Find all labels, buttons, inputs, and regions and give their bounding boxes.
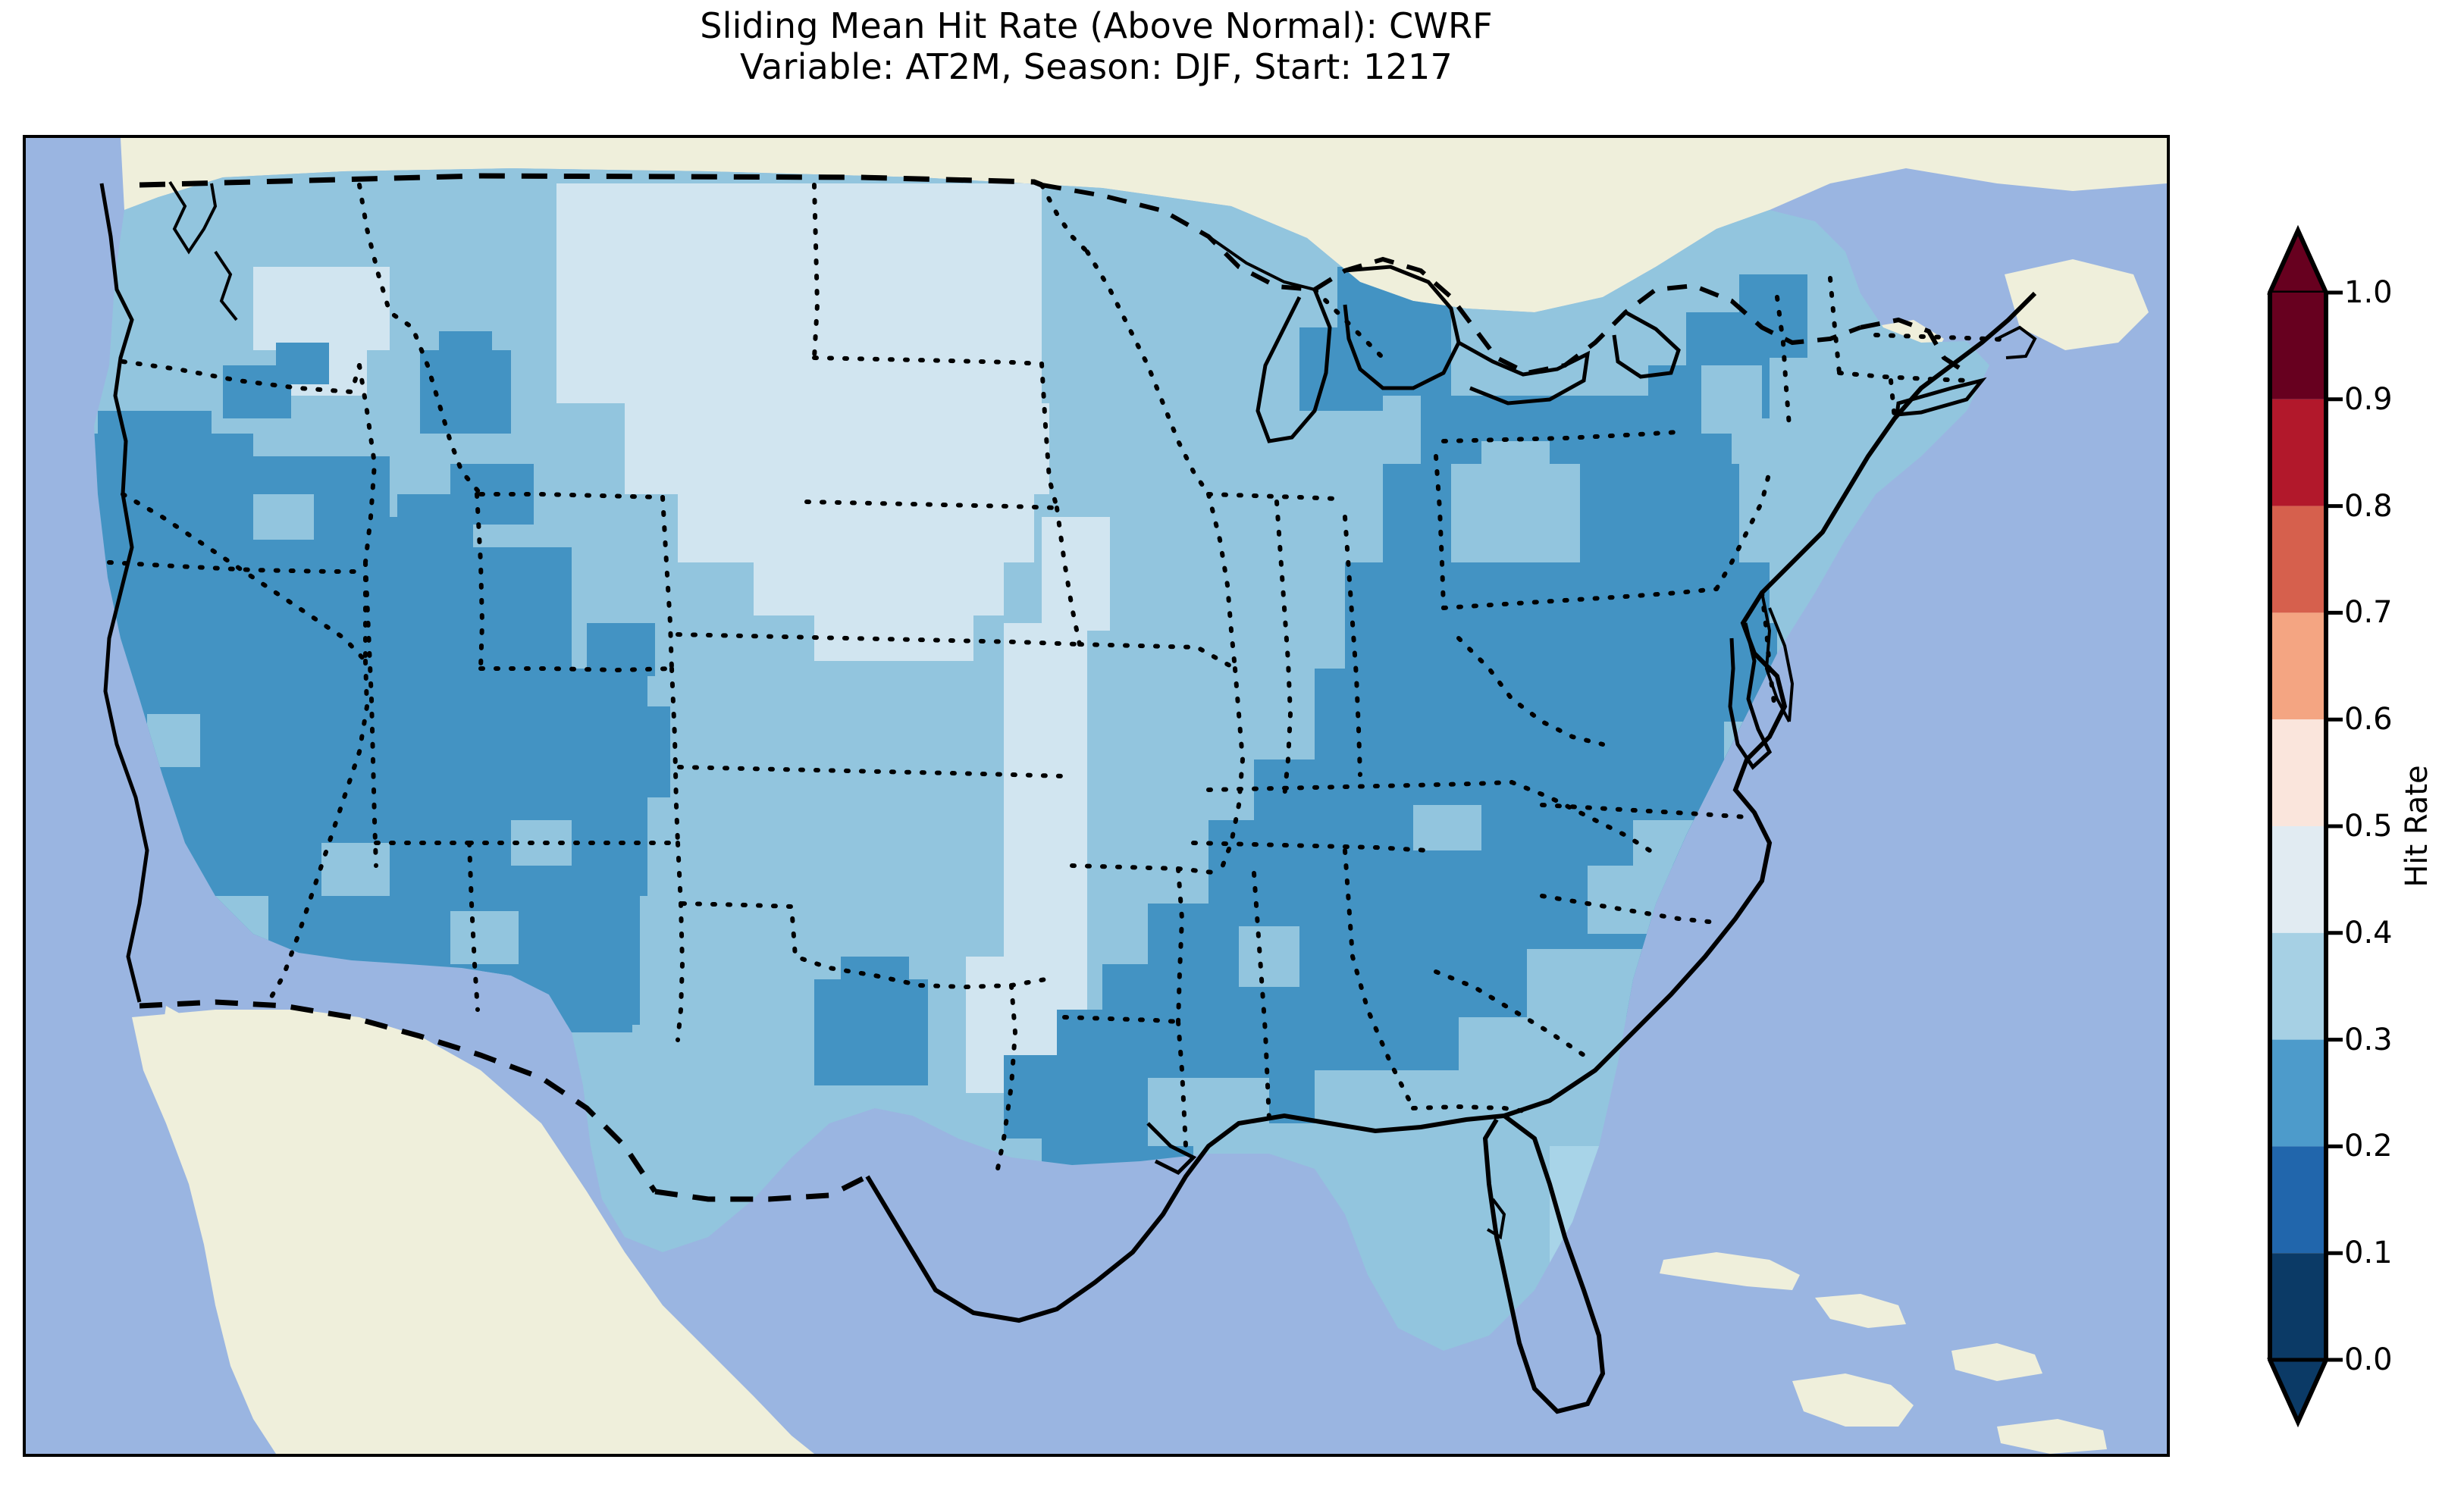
colorbar-tick-0-3: 0.3 [2344,1022,2393,1057]
colorbar-tick-0-1: 0.1 [2344,1236,2393,1271]
colorbar-tick-labels: 1.0 0.9 0.8 0.7 0.6 0.5 0.4 0.3 0.2 0.1 … [2344,227,2435,1425]
title-line-2: Variable: AT2M, Season: DJF, Start: 1217 [740,45,1453,87]
colorbar-tick-0-6: 0.6 [2344,702,2393,738]
colorbar-tick-0-7: 0.7 [2344,595,2393,631]
colorbar-tick-0-4: 0.4 [2344,915,2393,951]
colorbar-axis-label: Hit Rate [2400,765,2434,888]
colorbar-tick-0-2: 0.2 [2344,1129,2393,1164]
colorbar-under-arrow [2267,1358,2329,1427]
map-svg [26,138,2167,1454]
colorbar-tick-1-0: 1.0 [2344,275,2393,310]
map-plot-area [23,135,2170,1457]
colorbar-tick-0-5: 0.5 [2344,809,2393,844]
colorbar-tick-0-0: 0.0 [2344,1342,2393,1377]
colorbar-tick-0-9: 0.9 [2344,381,2393,417]
figure-title: Sliding Mean Hit Rate (Above Normal): CW… [0,5,2193,88]
colorbar-tick-0-8: 0.8 [2344,488,2393,524]
colorbar-over-arrow [2267,225,2329,295]
outside-domain-land [102,138,2167,1454]
colorbar: 1.0 0.9 0.8 0.7 0.6 0.5 0.4 0.3 0.2 0.1 … [2267,224,2464,1428]
map-boundaries [99,173,2037,1414]
colorbar-gradient [2267,224,2343,1428]
title-line-1: Sliding Mean Hit Rate (Above Normal): CW… [700,5,1493,46]
